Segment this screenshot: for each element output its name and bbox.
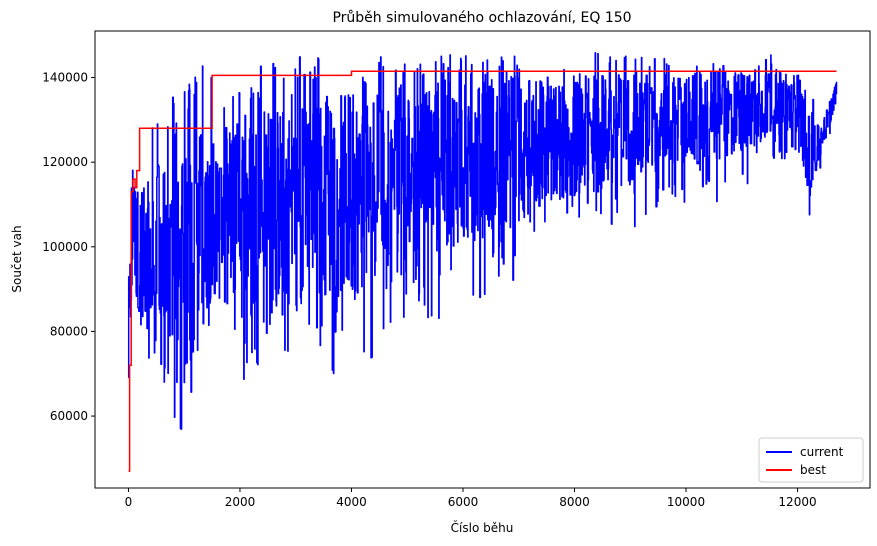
x-tick-label: 8000 <box>559 495 590 509</box>
y-axis-label: Součet vah <box>10 225 24 292</box>
series-line-current <box>127 51 838 430</box>
legend-label-best: best <box>800 463 826 477</box>
series-line-best <box>128 70 837 472</box>
y-tick-label: 140000 <box>42 71 88 85</box>
x-tick-label: 12000 <box>778 495 816 509</box>
y-tick-label: 120000 <box>42 155 88 169</box>
chart-title: Průběh simulovaného ochlazování, EQ 150 <box>332 10 631 26</box>
plot-frame <box>94 30 871 489</box>
x-tick-label: 6000 <box>448 495 479 509</box>
series-group <box>127 51 838 472</box>
x-axis-label: Číslo běhu <box>451 520 514 535</box>
x-tick-label: 10000 <box>667 495 705 509</box>
legend-label-current: current <box>800 445 844 459</box>
y-tick-label: 100000 <box>42 240 88 254</box>
x-tick-label: 0 <box>125 495 133 509</box>
y-tick-label: 80000 <box>50 324 88 338</box>
x-axis-ticks: 0 2000 4000 6000 8000 10000 12000 <box>125 488 817 509</box>
x-tick-label: 4000 <box>336 495 367 509</box>
legend: current best <box>758 437 864 483</box>
y-axis-ticks: 60000 80000 100000 120000 140000 <box>42 71 95 423</box>
y-tick-label: 60000 <box>50 409 88 423</box>
x-tick-label: 2000 <box>225 495 256 509</box>
